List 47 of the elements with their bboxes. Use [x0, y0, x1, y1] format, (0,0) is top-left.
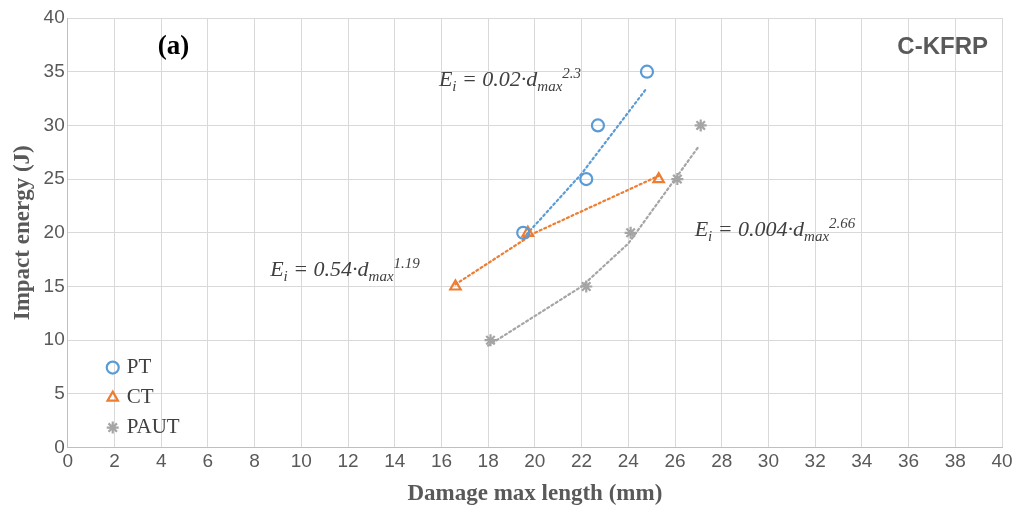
x-tick-label: 6 [202, 450, 214, 472]
x-tick-label: 4 [155, 450, 167, 472]
x-tick-label: 12 [337, 450, 359, 472]
point [483, 333, 498, 348]
legend-label: PAUT [126, 414, 180, 439]
x-tick-label: 38 [944, 450, 966, 472]
y-tick-label: 10 [43, 328, 65, 350]
legend-label: CT [126, 384, 154, 409]
x-tick-label: 32 [804, 450, 826, 472]
point [521, 225, 535, 237]
point [449, 279, 462, 291]
annotation: (a) [157, 30, 190, 61]
x-tick-label: 40 [991, 450, 1013, 472]
point [639, 64, 655, 79]
x-tick-label: 20 [524, 450, 546, 472]
y-tick-label: 5 [54, 382, 65, 404]
y-tick-label: 25 [43, 167, 65, 189]
point [516, 225, 531, 240]
y-tick-label: 20 [43, 221, 65, 243]
point [579, 172, 594, 187]
point [652, 172, 665, 184]
point [693, 118, 708, 133]
annotation: C-KFRP [897, 32, 988, 60]
y-tick-label: 40 [43, 6, 65, 28]
y-tick-label: 30 [43, 113, 65, 135]
x-tick-label: 16 [430, 450, 453, 472]
point [623, 225, 638, 240]
x-tick-label: 2 [109, 450, 120, 472]
point [579, 279, 594, 294]
x-tick-label: 28 [711, 450, 733, 472]
y-tick-label: 35 [43, 59, 65, 81]
x-tick-label: 30 [757, 450, 779, 472]
x-tick-label: 24 [617, 450, 640, 472]
x-tick-label: 10 [290, 450, 312, 472]
y-axis-title: Impact energy (J) [8, 145, 34, 321]
legend-label: PT [126, 354, 152, 379]
x-tick-label: 36 [898, 450, 920, 472]
y-tick-label: 15 [43, 274, 65, 296]
x-tick-label: 26 [664, 450, 686, 472]
x-axis-title: Damage max length (mm) [407, 480, 663, 506]
x-tick-label: 22 [571, 450, 593, 472]
x-tick-label: 34 [851, 450, 873, 472]
x-tick-label: 18 [477, 450, 499, 472]
x-tick-label: 14 [384, 450, 406, 472]
x-tick-label: 8 [249, 450, 260, 472]
point [670, 172, 685, 187]
point [590, 118, 606, 133]
